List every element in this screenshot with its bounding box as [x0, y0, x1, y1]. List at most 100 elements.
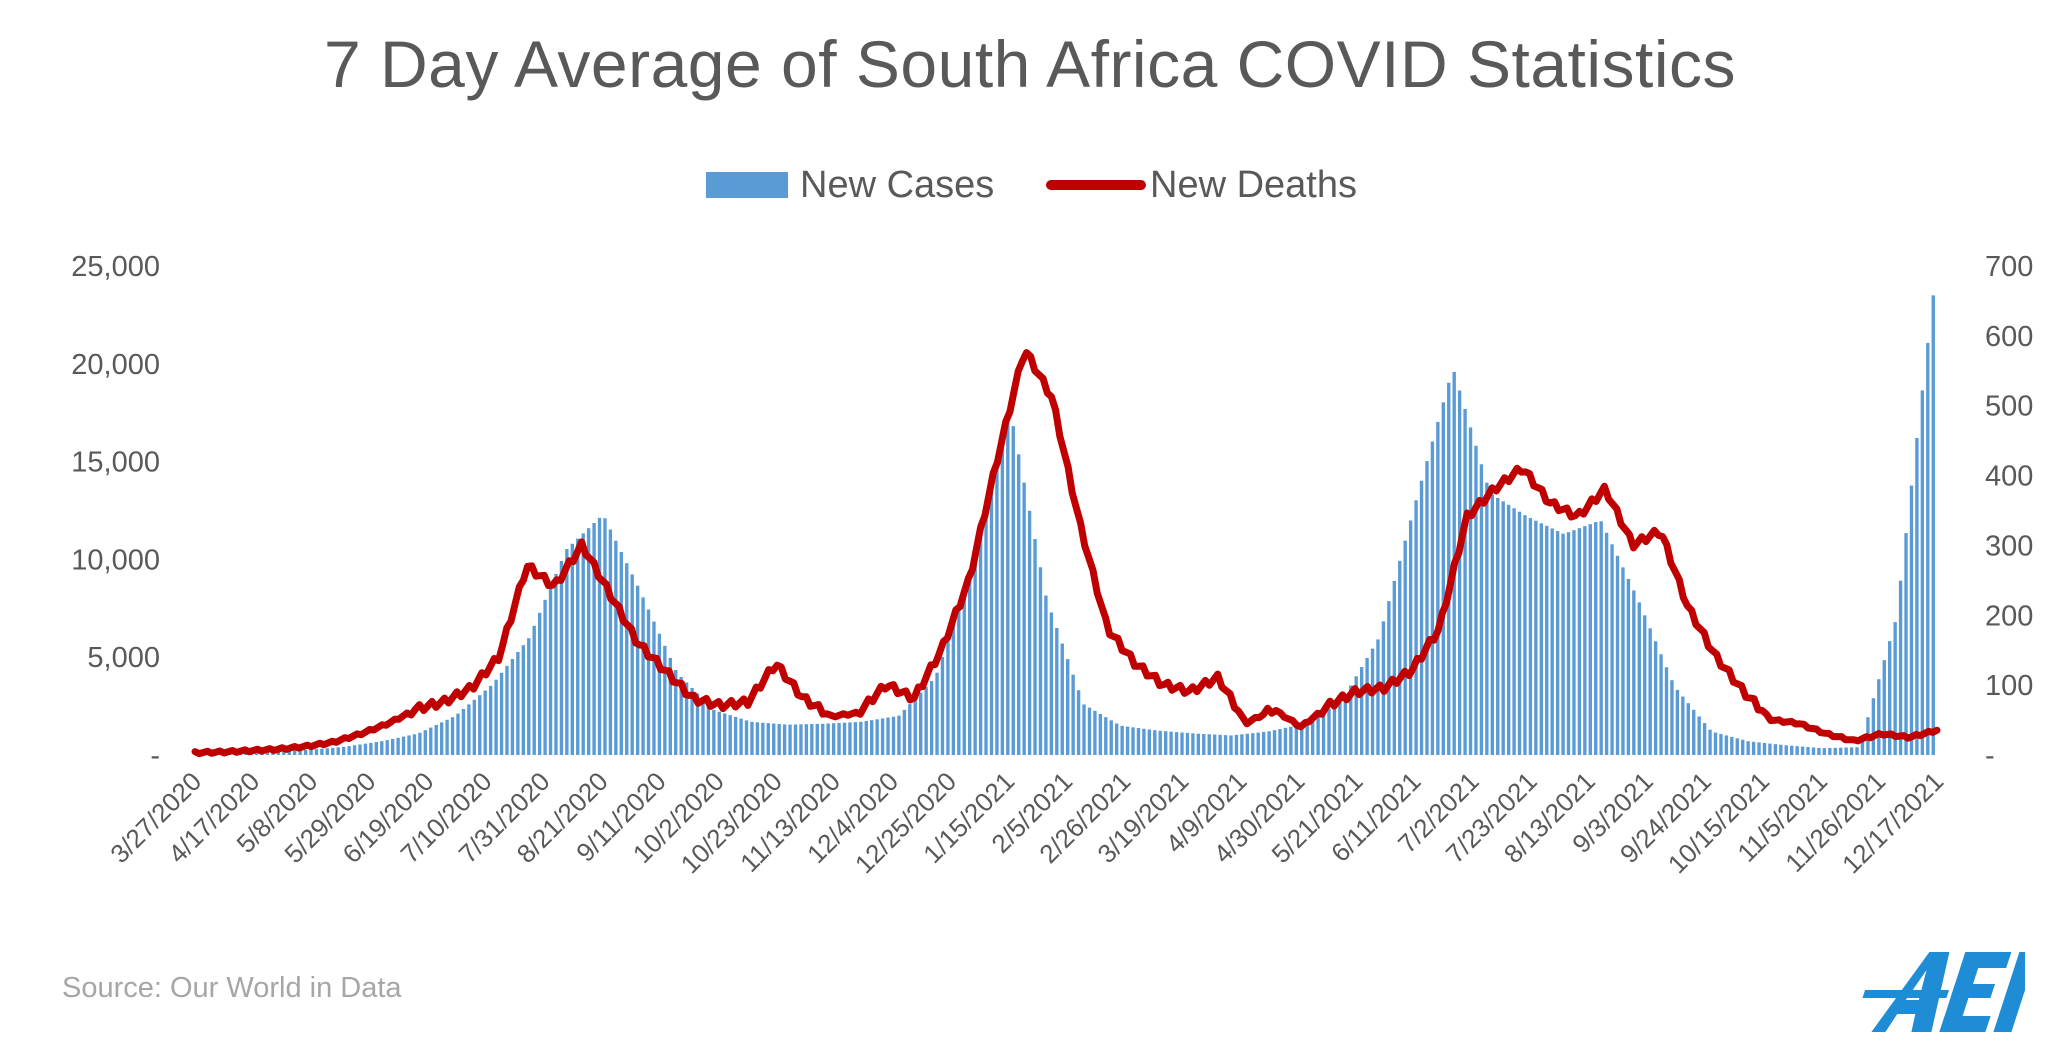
- cases-bar: [1893, 622, 1897, 755]
- cases-bar: [663, 645, 667, 755]
- cases-bar: [1719, 734, 1723, 755]
- cases-bar: [1539, 523, 1543, 755]
- cases-bar: [1082, 704, 1086, 755]
- cases-bar: [1599, 521, 1603, 755]
- cases-bar: [1643, 615, 1647, 755]
- cases-bar: [1811, 747, 1816, 755]
- cases-bar: [1436, 421, 1440, 755]
- cases-bar: [880, 718, 885, 755]
- cases-bar: [1860, 736, 1865, 755]
- cases-bar: [1033, 539, 1037, 755]
- cases-bar: [1479, 464, 1484, 755]
- cases-bar: [1131, 727, 1135, 755]
- cases-bar: [1506, 504, 1511, 755]
- cases-bar: [1708, 729, 1712, 755]
- cases-bar: [559, 560, 564, 755]
- cases-bar: [1909, 485, 1914, 755]
- cases-bar: [1430, 441, 1435, 755]
- cases-bar: [1055, 627, 1059, 755]
- cases-bar: [1044, 595, 1048, 755]
- cases-bar: [1637, 602, 1641, 755]
- cases-bar: [521, 645, 526, 755]
- cases-bar: [831, 723, 836, 755]
- cases-bar: [1147, 729, 1152, 755]
- cases-bar: [576, 538, 580, 755]
- cases-bar: [1196, 733, 1201, 755]
- cases-bar: [815, 723, 819, 755]
- cases-bar: [1528, 518, 1533, 755]
- cases-bar: [325, 748, 330, 755]
- legend-item-new-cases: New Cases: [706, 160, 994, 210]
- cases-bar: [1926, 342, 1930, 755]
- cases-bars: [195, 295, 1935, 755]
- cases-bar: [1408, 520, 1413, 755]
- cases-bar: [1354, 676, 1358, 755]
- cases-bar: [1387, 601, 1391, 755]
- cases-bar: [488, 685, 493, 755]
- cases-bar: [478, 695, 482, 755]
- cases-bar: [1142, 728, 1146, 755]
- cases-bar: [1800, 746, 1805, 755]
- cases-bar: [1496, 497, 1500, 755]
- cases-bar: [1773, 744, 1778, 755]
- cases-bar: [1659, 654, 1663, 755]
- cases-bar: [510, 658, 515, 755]
- cases-bar: [1163, 731, 1168, 755]
- cases-bar: [1920, 390, 1925, 755]
- cases-bar: [1120, 725, 1124, 755]
- right-axis-tick: 300: [1985, 530, 2033, 562]
- cases-bar: [1888, 641, 1892, 755]
- cases-bar: [434, 724, 438, 755]
- cases-bar: [1185, 732, 1190, 755]
- cases-bar: [385, 740, 389, 755]
- cases-bar: [1017, 454, 1021, 755]
- cases-bar: [1855, 747, 1859, 755]
- cases-bar: [1577, 528, 1582, 755]
- cases-bar: [1218, 734, 1222, 755]
- cases-bar: [782, 724, 787, 755]
- cases-bar: [331, 747, 335, 755]
- cases-bar: [1501, 501, 1505, 755]
- cases-bar: [401, 736, 406, 755]
- cases-bar: [1098, 713, 1103, 755]
- cases-bar: [755, 722, 760, 755]
- cases-bar: [706, 704, 711, 755]
- cases-bar: [614, 540, 618, 755]
- cases-bar: [581, 533, 585, 755]
- cases-bar: [1272, 730, 1277, 755]
- cases-bar: [516, 652, 520, 755]
- cases-bar: [1049, 612, 1054, 755]
- cases-bar: [445, 719, 449, 755]
- cases-bar: [303, 750, 308, 755]
- cases-bar: [407, 735, 411, 755]
- cases-bar: [1615, 555, 1620, 755]
- cases-bar: [390, 738, 395, 755]
- cases-bar: [1229, 735, 1233, 755]
- right-axis-tick: 600: [1985, 321, 2033, 353]
- cases-bar: [1310, 718, 1315, 755]
- cases-bar: [1261, 732, 1266, 755]
- cases-bar: [1441, 402, 1445, 755]
- cases-bar: [1697, 716, 1701, 755]
- cases-bar: [1180, 732, 1184, 755]
- cases-bar: [1022, 482, 1026, 755]
- cases-bar: [1844, 747, 1848, 755]
- cases-bar: [565, 548, 569, 755]
- cases-bar: [1234, 734, 1239, 755]
- cases-bar: [1191, 733, 1195, 755]
- cases-bar: [978, 534, 983, 755]
- cases-bar: [630, 574, 634, 755]
- cases-bar: [1202, 733, 1206, 755]
- cases-bar: [799, 724, 803, 755]
- cases-bar: [1839, 747, 1843, 755]
- cases-bar: [1212, 734, 1217, 755]
- cases-bar: [1610, 544, 1614, 755]
- cases-bar: [717, 711, 721, 755]
- cases-bar: [1751, 741, 1756, 755]
- cases-bar: [374, 742, 379, 755]
- cases-bar: [646, 609, 651, 755]
- cases-bar: [842, 722, 847, 755]
- cases-bar: [875, 719, 879, 755]
- cases-bar: [1245, 733, 1250, 755]
